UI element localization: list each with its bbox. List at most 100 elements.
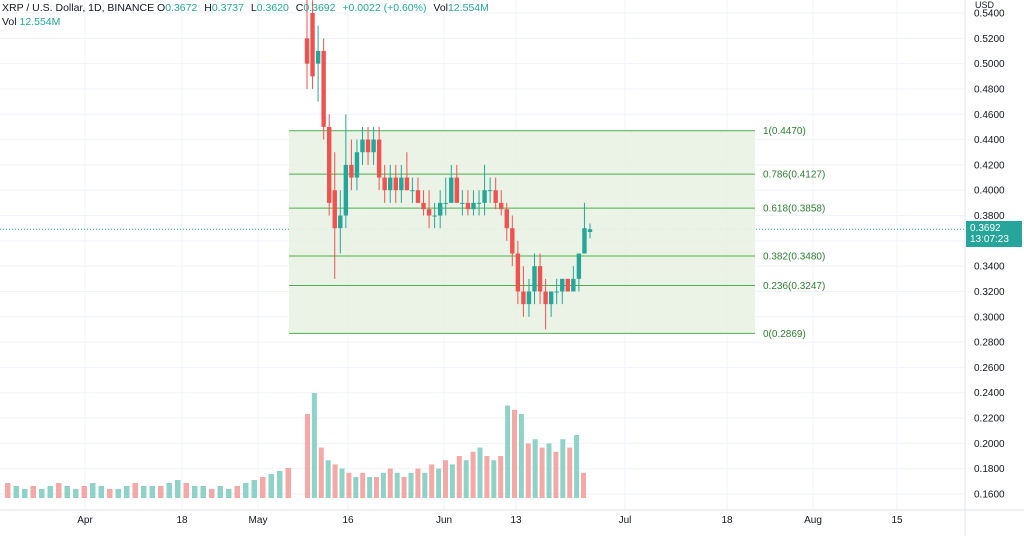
volume-bar (226, 489, 232, 498)
volume-bar (260, 477, 266, 498)
candle-body (515, 253, 521, 292)
low-value: 0.3620 (256, 2, 289, 14)
candle-body (388, 177, 393, 191)
candle-body (360, 139, 365, 153)
volume-bar (192, 486, 198, 498)
candle-body (426, 209, 432, 216)
volume-bar (491, 460, 497, 498)
time-tick-label: 18 (721, 515, 733, 526)
volume-bar (90, 483, 96, 498)
volume-bar (539, 447, 545, 498)
volume-bar (360, 472, 366, 498)
volume-bar (115, 489, 121, 498)
vol-label: Vol (433, 2, 449, 14)
candle-body (376, 139, 382, 178)
volume-bar (175, 480, 181, 498)
candle-body (393, 177, 398, 191)
price-tick-label: 0.4000 (974, 186, 1005, 197)
fib-level-label: 0.618(0.3858) (763, 204, 825, 215)
vol-value: 12.554M (448, 2, 489, 14)
time-tick-label: Apr (77, 515, 93, 526)
candle-body (437, 202, 443, 216)
time-tick-label: May (249, 515, 268, 526)
price-tick-label: 0.2800 (974, 338, 1005, 349)
price-tick-label: 0.3400 (974, 262, 1005, 273)
volume-bar (132, 483, 138, 498)
volume-bar (81, 486, 87, 498)
candle-body (354, 152, 360, 178)
volume-bar (124, 486, 130, 498)
candle-body (576, 253, 582, 279)
volume-bar (380, 472, 386, 498)
candle-body (504, 209, 509, 229)
candle-body (526, 291, 532, 305)
volume-bar (56, 483, 62, 498)
volume-bar (149, 486, 155, 498)
vol-value-2: 12.554M (19, 16, 61, 28)
candle-body (482, 190, 487, 203)
candle-body (432, 215, 437, 217)
volume-bar (387, 468, 393, 498)
high-label: H (204, 2, 212, 14)
volume-bar (39, 489, 45, 498)
fibonacci-retracement: 1(0.4470) 0.786(0.4127) 0.618(0.3858) 0.382… (289, 126, 825, 340)
time-tick-label: Jun (436, 515, 452, 526)
price-tick-label: 0.4400 (974, 135, 1005, 146)
candle-body (499, 202, 504, 210)
candle-body (382, 177, 387, 191)
close-label: C (295, 2, 304, 14)
volume-bar (346, 472, 352, 498)
candle-body (454, 177, 460, 203)
volume-bar (401, 477, 407, 498)
volume-bar (422, 472, 428, 498)
volume-bar (574, 435, 580, 498)
candle-body (537, 266, 543, 292)
candle-body (565, 278, 571, 292)
candle-body (332, 190, 337, 229)
volume-bar (436, 468, 442, 498)
volume-bar (567, 447, 573, 498)
candle-body (399, 177, 404, 191)
candle-body (338, 215, 343, 229)
low-label: L (250, 2, 257, 14)
price-tick-label: 0.2000 (974, 439, 1005, 450)
volume-bar (277, 471, 283, 498)
volume-bar (415, 468, 421, 498)
candle-body (315, 50, 321, 64)
candle-body (404, 177, 410, 191)
candle-body (543, 291, 548, 305)
candle-body (410, 190, 415, 192)
volume-bar (553, 451, 559, 498)
volume-bar (30, 486, 36, 498)
volume-bar (367, 477, 373, 498)
candle-body (487, 190, 493, 192)
volume-bar (498, 456, 504, 498)
candle-body (421, 202, 426, 210)
volume-bar (560, 439, 566, 498)
volume-bar (456, 456, 462, 498)
price-tick-label: 0.4600 (974, 110, 1005, 121)
volume-bar (546, 443, 552, 498)
volume-bar (243, 483, 249, 498)
volume-bar (47, 486, 53, 498)
candle-body (371, 139, 376, 153)
candle-body (587, 229, 593, 232)
high-value: 0.3737 (211, 2, 244, 14)
time-tick-label: Aug (804, 515, 822, 526)
current-price: 0.3692 (970, 223, 1001, 235)
volume-bar (209, 489, 215, 498)
vol-label-2: Vol (2, 16, 17, 28)
volume-bar (285, 468, 291, 498)
price-tick-label: 0.1800 (974, 464, 1005, 475)
volume-bar (353, 477, 359, 498)
volume-bar (318, 447, 324, 498)
price-tick-label: 0.5200 (974, 34, 1005, 45)
volume-bar (339, 468, 345, 498)
volume-bar (332, 464, 338, 498)
candle-body (476, 202, 482, 204)
price-candles (304, 0, 593, 330)
volume-bar (107, 489, 113, 498)
time-tick-label: 13 (510, 515, 522, 526)
candle-body (493, 190, 498, 203)
